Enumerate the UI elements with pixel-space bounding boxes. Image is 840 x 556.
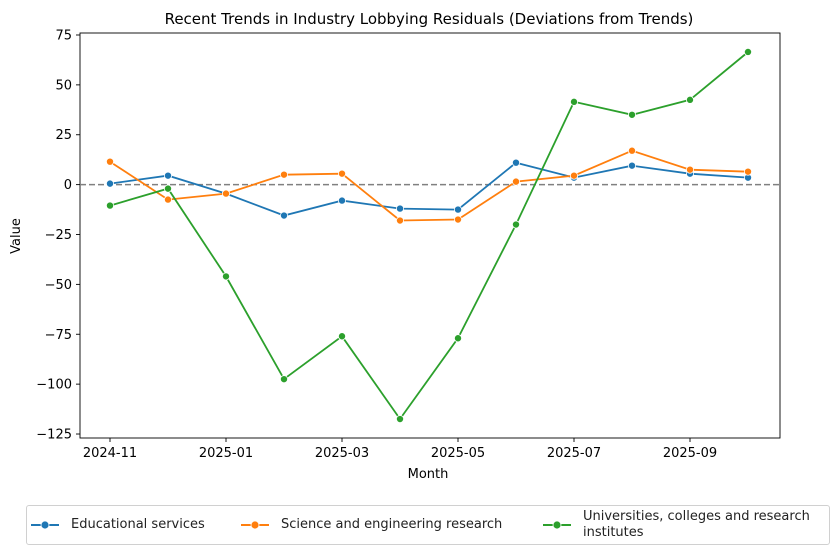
data-point <box>337 196 346 205</box>
data-point <box>163 195 172 204</box>
data-point <box>512 220 521 229</box>
y-tick-label: −75 <box>45 328 72 343</box>
chart-title: Recent Trends in Industry Lobbying Resid… <box>165 10 694 28</box>
y-tick-label: −25 <box>45 228 72 243</box>
legend-label: Universities, colleges and research inst… <box>583 509 810 540</box>
y-tick-label: −100 <box>36 378 72 393</box>
data-point <box>570 171 579 180</box>
data-point <box>512 158 521 167</box>
data-point <box>512 177 521 186</box>
legend-swatch-science-engineering <box>241 520 269 530</box>
x-tick-label: 2025-07 <box>547 446 601 461</box>
data-point <box>106 179 115 188</box>
legend-label: Educational services <box>71 517 205 532</box>
data-point <box>686 95 695 104</box>
data-point <box>279 170 288 179</box>
series-line-0 <box>109 161 749 217</box>
data-point <box>628 146 637 155</box>
x-tick-label: 2025-09 <box>663 446 717 461</box>
data-point <box>453 334 462 343</box>
y-tick-label: 0 <box>64 178 72 193</box>
legend-label: Science and engineering research <box>281 517 503 532</box>
data-point <box>395 415 404 424</box>
y-tick-label: 50 <box>55 78 72 93</box>
series-line-1 <box>109 149 749 222</box>
data-point <box>106 201 115 210</box>
data-point <box>337 332 346 341</box>
data-point <box>744 47 753 56</box>
data-point <box>395 204 404 213</box>
y-tick-label: 25 <box>55 128 72 143</box>
y-tick-label: 75 <box>55 28 72 43</box>
data-point <box>686 165 695 174</box>
legend-swatch-universities <box>543 520 571 530</box>
data-point <box>628 110 637 119</box>
plot-frame <box>79 32 781 439</box>
data-point <box>453 215 462 224</box>
x-tick-label: 2024-11 <box>83 446 137 461</box>
x-tick-label: 2025-03 <box>315 446 369 461</box>
y-tick-label: −50 <box>45 278 72 293</box>
legend-swatch-educational-services <box>31 520 59 530</box>
legend-item-universities: Universities, colleges and research inst… <box>543 509 810 541</box>
y-tick-label: −125 <box>36 428 72 443</box>
legend-item-educational-services: Educational services <box>31 517 205 533</box>
data-point <box>337 169 346 178</box>
data-point <box>279 375 288 384</box>
y-axis-label: Value <box>9 218 24 254</box>
data-point <box>163 184 172 193</box>
x-tick-label: 2025-05 <box>431 446 485 461</box>
data-point <box>279 211 288 220</box>
data-point <box>744 167 753 176</box>
plot-area: 75 50 25 0 −25 −50 −75 −100 −125 2024-11 2025-01 20… <box>36 28 781 461</box>
data-point <box>163 171 172 180</box>
series-line-2 <box>109 51 749 421</box>
data-point <box>106 157 115 166</box>
data-point <box>395 216 404 225</box>
data-point <box>628 161 637 170</box>
legend-item-science-engineering: Science and engineering research <box>241 517 502 533</box>
chart-legend: Educational services Science and enginee… <box>26 505 830 545</box>
x-axis-label: Month <box>408 467 449 482</box>
data-point <box>453 205 462 214</box>
x-tick-label: 2025-01 <box>199 446 253 461</box>
data-point <box>221 272 230 281</box>
data-point <box>570 97 579 106</box>
data-point <box>221 189 230 198</box>
